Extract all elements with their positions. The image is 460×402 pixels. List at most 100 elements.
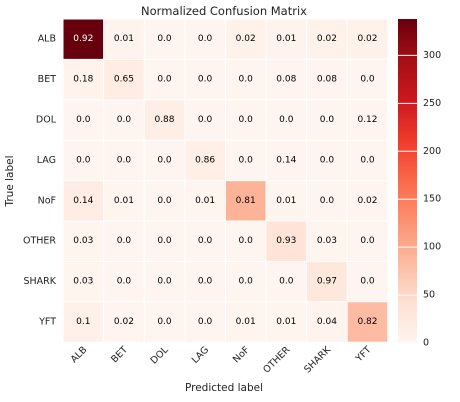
heatmap-cell bbox=[144, 261, 186, 303]
cell-value-label: 0.65 bbox=[114, 75, 134, 85]
y-tick-label: SHARK bbox=[23, 276, 56, 287]
heatmap-cell bbox=[225, 261, 267, 303]
heatmap-cell bbox=[63, 301, 104, 343]
cell-value-label: 0.0 bbox=[360, 277, 375, 287]
heatmap-cell-labels: 0.92 0.01 0.0 0.0 0.02 0.01 0.02 0.02 0.18 0.65 0.… bbox=[73, 34, 377, 327]
cell-value-label: 0.0 bbox=[239, 115, 254, 125]
y-tick-label: BET bbox=[38, 74, 57, 85]
heatmap-cell bbox=[144, 59, 186, 101]
heatmap-cell bbox=[63, 221, 104, 262]
cell-value-label: 0.01 bbox=[276, 34, 296, 44]
x-tick-label: OTHER bbox=[261, 344, 292, 375]
heatmap-cell bbox=[63, 59, 104, 101]
cell-value-label: 0.0 bbox=[157, 236, 172, 246]
heatmap-cell bbox=[266, 221, 307, 262]
cell-value-label: 0.0 bbox=[117, 115, 132, 125]
heatmap-cell bbox=[225, 301, 267, 343]
cell-value-label: 0.0 bbox=[198, 75, 213, 85]
heatmap-cell bbox=[266, 59, 307, 101]
cell-value-label: 0.0 bbox=[360, 236, 375, 246]
cell-value-label: 0.88 bbox=[154, 115, 174, 125]
heatmap-cell bbox=[184, 59, 226, 101]
heatmap-cell bbox=[306, 140, 348, 181]
heatmap-cell bbox=[347, 140, 389, 181]
x-tick-label: SHARK bbox=[302, 344, 333, 375]
cell-value-label: 0.0 bbox=[239, 75, 254, 85]
x-tick-label: YFT bbox=[353, 344, 374, 365]
cell-value-label: 0.02 bbox=[114, 317, 134, 327]
colorbar-tick-label: 150 bbox=[423, 194, 441, 205]
heatmap-cell bbox=[103, 301, 145, 343]
heatmap-cell bbox=[184, 140, 226, 181]
heatmap-cell bbox=[144, 221, 186, 262]
heatmap-cell bbox=[306, 59, 348, 101]
cell-value-label: 0.0 bbox=[157, 155, 172, 165]
cell-value-label: 0.0 bbox=[320, 196, 335, 206]
cell-value-label: 0.0 bbox=[157, 196, 172, 206]
cell-value-label: 0.01 bbox=[236, 317, 256, 327]
cell-value-label: 0.12 bbox=[357, 115, 377, 125]
cell-value-label: 0.03 bbox=[73, 277, 93, 287]
cell-value-label: 0.01 bbox=[276, 196, 296, 206]
cell-value-label: 0.92 bbox=[73, 34, 93, 44]
heatmap-cell bbox=[266, 19, 307, 60]
heatmap-cell bbox=[306, 99, 348, 141]
heatmap-cell bbox=[144, 140, 186, 181]
cell-value-label: 0.03 bbox=[73, 236, 93, 246]
colorbar-tick-label: 250 bbox=[423, 98, 441, 109]
heatmap-cell bbox=[63, 180, 104, 222]
cell-value-label: 0.0 bbox=[198, 277, 213, 287]
heatmap-cell bbox=[103, 99, 145, 141]
heatmap-cell bbox=[225, 221, 267, 262]
heatmap-cell bbox=[225, 99, 267, 141]
cell-value-label: 0.0 bbox=[76, 155, 91, 165]
heatmap-cell bbox=[103, 221, 145, 262]
cell-value-label: 0.0 bbox=[117, 277, 132, 287]
x-tick-label: BET bbox=[109, 344, 130, 365]
heatmap-cell bbox=[144, 180, 186, 222]
y-tick-label: YFT bbox=[38, 317, 56, 328]
heatmap-cell bbox=[266, 140, 307, 181]
heatmap-cell bbox=[184, 301, 226, 343]
cell-value-label: 0.03 bbox=[317, 236, 337, 246]
cell-value-label: 0.04 bbox=[317, 317, 337, 327]
heatmap-cell bbox=[103, 180, 145, 222]
cell-value-label: 0.0 bbox=[117, 236, 132, 246]
x-tick-label: DOL bbox=[149, 344, 171, 366]
heatmap-cell bbox=[225, 59, 267, 101]
heatmap-cell bbox=[225, 140, 267, 181]
cell-value-label: 0.02 bbox=[357, 34, 377, 44]
cell-value-label: 0.0 bbox=[198, 317, 213, 327]
heatmap-cell bbox=[347, 221, 389, 262]
cell-value-label: 0.0 bbox=[117, 155, 132, 165]
chart-title: Normalized Confusion Matrix bbox=[141, 4, 307, 18]
cell-value-label: 0.97 bbox=[317, 277, 337, 287]
cell-value-label: 0.0 bbox=[239, 236, 254, 246]
cell-value-label: 0.0 bbox=[239, 155, 254, 165]
cell-value-label: 0.0 bbox=[320, 115, 335, 125]
heatmap-cell bbox=[144, 19, 186, 60]
cell-value-label: 0.0 bbox=[76, 115, 91, 125]
heatmap-cell bbox=[347, 19, 389, 60]
heatmap-cell bbox=[347, 301, 389, 343]
heatmap-cell bbox=[347, 180, 389, 222]
heatmap-cell bbox=[347, 99, 389, 141]
heatmap-cell bbox=[103, 261, 145, 303]
heatmap-cell bbox=[63, 261, 104, 303]
cell-value-label: 0.82 bbox=[357, 317, 377, 327]
colorbar-ticks: 0 50 100 150 200 250 300 bbox=[398, 50, 441, 349]
y-tick-label: OTHER bbox=[23, 236, 56, 247]
cell-value-label: 0.0 bbox=[279, 115, 294, 125]
colorbar-tick-label: 50 bbox=[423, 290, 435, 301]
heatmap-cell bbox=[144, 99, 186, 141]
cell-value-label: 0.01 bbox=[276, 317, 296, 327]
colorbar-tick-label: 300 bbox=[423, 50, 441, 61]
cell-value-label: 0.1 bbox=[76, 317, 90, 327]
cell-value-label: 0.01 bbox=[114, 196, 134, 206]
colorbar-tick-label: 200 bbox=[423, 146, 441, 157]
cell-value-label: 0.0 bbox=[320, 155, 335, 165]
heatmap-cell bbox=[306, 19, 348, 60]
cell-value-label: 0.08 bbox=[317, 75, 337, 85]
cell-value-label: 0.86 bbox=[195, 155, 215, 165]
heatmap-cell bbox=[266, 99, 307, 141]
